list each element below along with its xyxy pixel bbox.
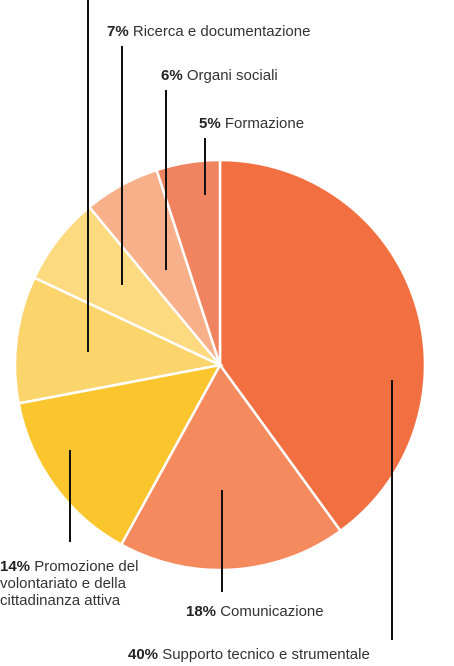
slice-label: 14% Promozione del volontariato e della … — [0, 558, 152, 609]
category-label: Ricerca e documentazione — [132, 23, 311, 40]
pie-slice — [13, 276, 225, 405]
category-label: Promozione del volontariato e della citt… — [0, 558, 139, 609]
pie-slice — [119, 362, 343, 572]
slice-label: 40% Supporto tecnico e strumentale — [128, 646, 370, 663]
pie-slice — [17, 363, 223, 547]
slice-label: 6% Organi sociali — [161, 67, 278, 84]
value-label: 5% — [199, 115, 221, 132]
category-label: Supporto tecnico e strumentale — [162, 646, 370, 663]
category-label: Formazione — [224, 115, 305, 132]
category-label: Organi sociali — [186, 67, 278, 84]
category-label: Comunicazione — [220, 603, 324, 620]
slice-label: 18% Comunicazione — [186, 603, 324, 620]
value-label: 14% — [0, 558, 31, 575]
value-label: 6% — [161, 67, 183, 84]
value-label: 7% — [107, 23, 129, 40]
pie-slice — [155, 158, 222, 366]
value-label: 40% — [128, 646, 159, 663]
pie-slice — [218, 158, 427, 533]
slice-label: 7% Ricerca e documentazione — [107, 23, 310, 40]
slice-label: 5% Formazione — [199, 115, 304, 132]
value-label: 18% — [186, 603, 217, 620]
